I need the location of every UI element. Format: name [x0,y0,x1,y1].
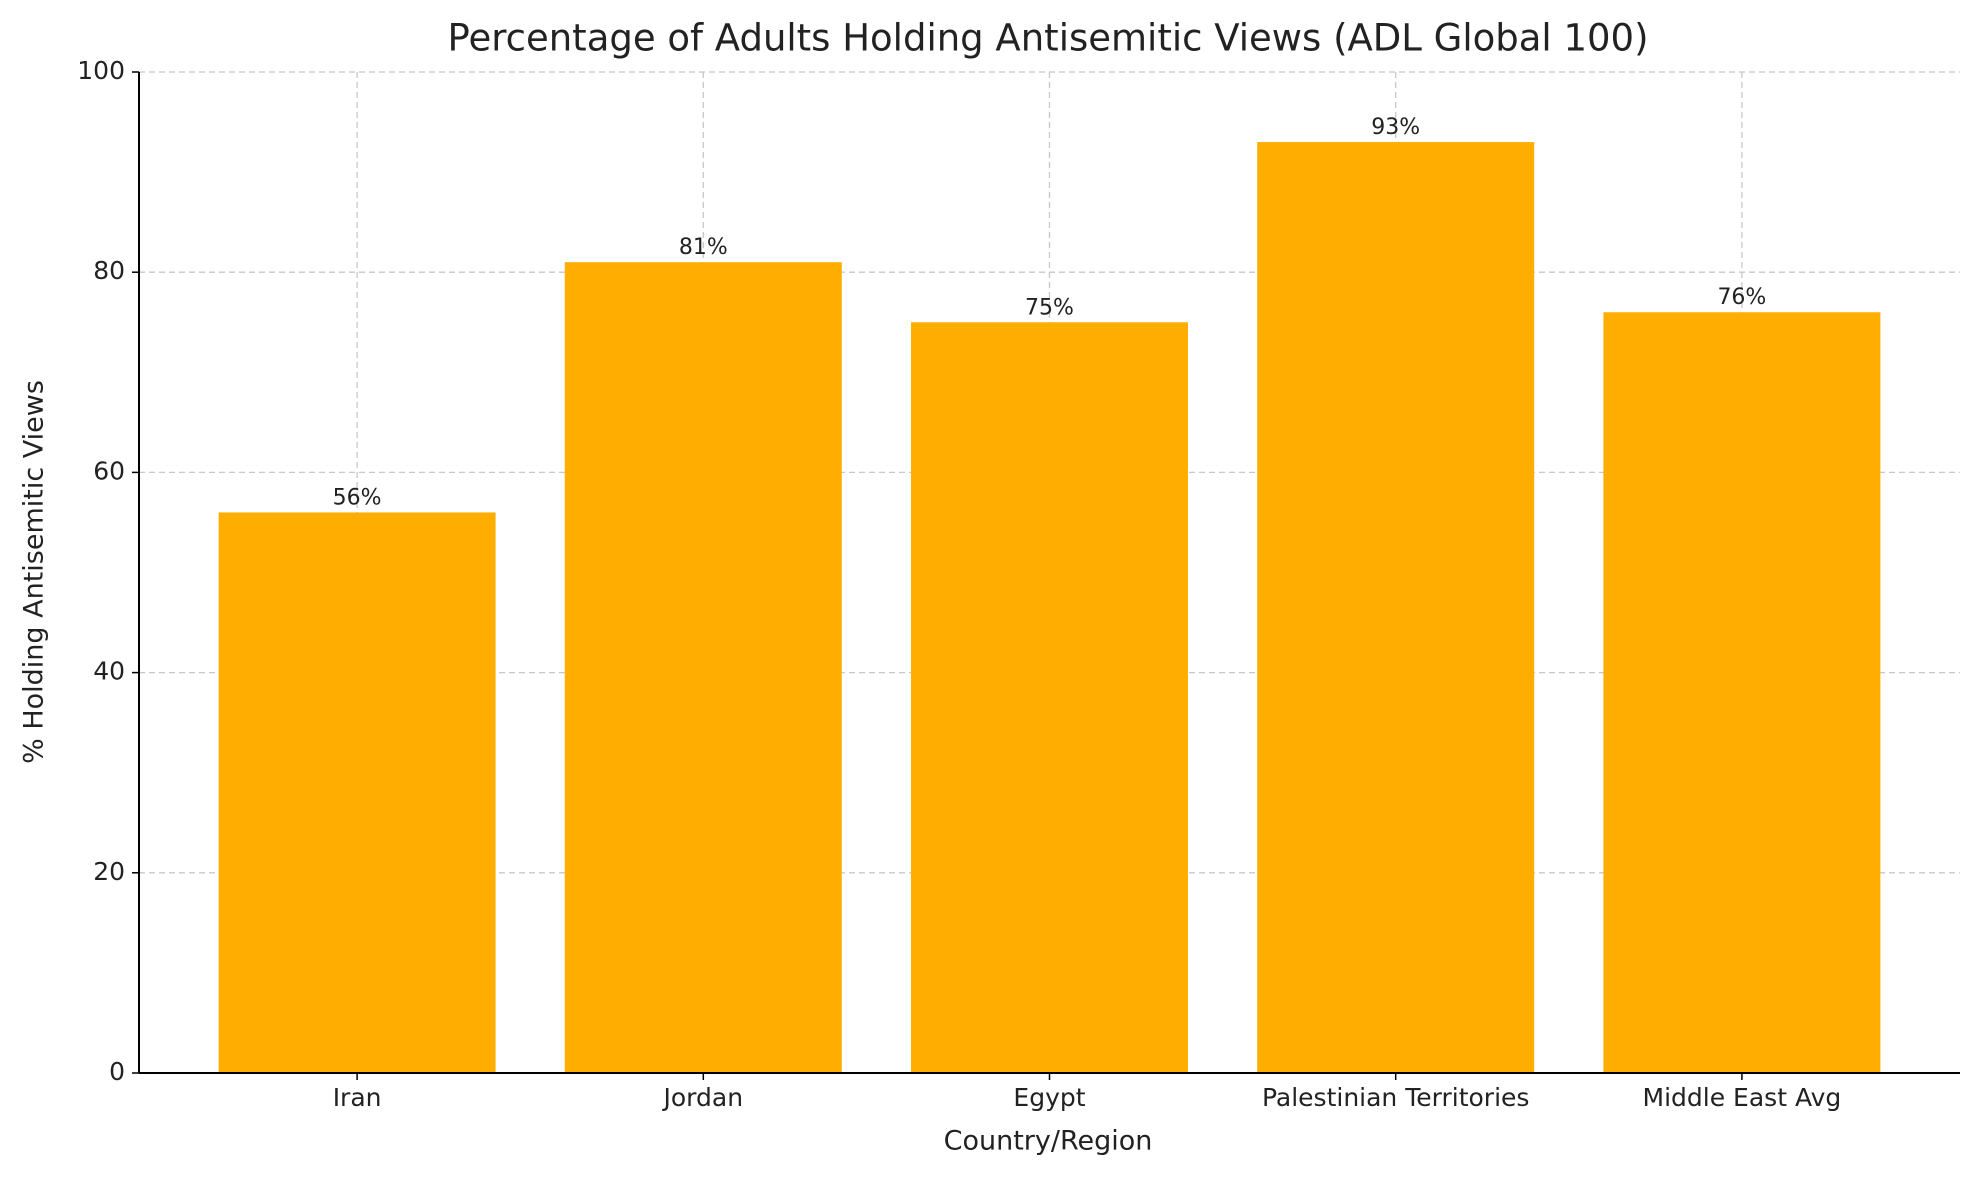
y-tick-label: 20 [93,857,125,886]
x-tick-label: Egypt [1013,1083,1085,1112]
y-tick-label: 80 [93,256,125,285]
y-tick-label: 40 [93,657,125,686]
value-label: 76% [1717,285,1766,310]
y-tick-label: 100 [77,56,125,85]
y-axis-label: % Holding Antisemitic Views [19,380,50,764]
value-label: 93% [1371,115,1420,140]
x-tick-label: Middle East Avg [1643,1083,1842,1112]
chart-title: Percentage of Adults Holding Antisemitic… [447,17,1648,60]
bar [1603,312,1881,1073]
y-tick-label: 0 [109,1057,125,1086]
value-label: 75% [1025,295,1074,320]
y-tick-label: 60 [93,456,125,485]
bar [218,512,496,1073]
bar [1257,142,1535,1073]
bar [911,322,1188,1073]
x-tick-label: Jordan [662,1083,744,1112]
x-tick-label: Palestinian Territories [1262,1083,1529,1112]
x-axis-label: Country/Region [944,1126,1153,1157]
x-tick-label: Iran [333,1083,382,1112]
value-label: 56% [333,485,382,510]
value-label: 81% [679,235,728,260]
bar [564,262,842,1073]
